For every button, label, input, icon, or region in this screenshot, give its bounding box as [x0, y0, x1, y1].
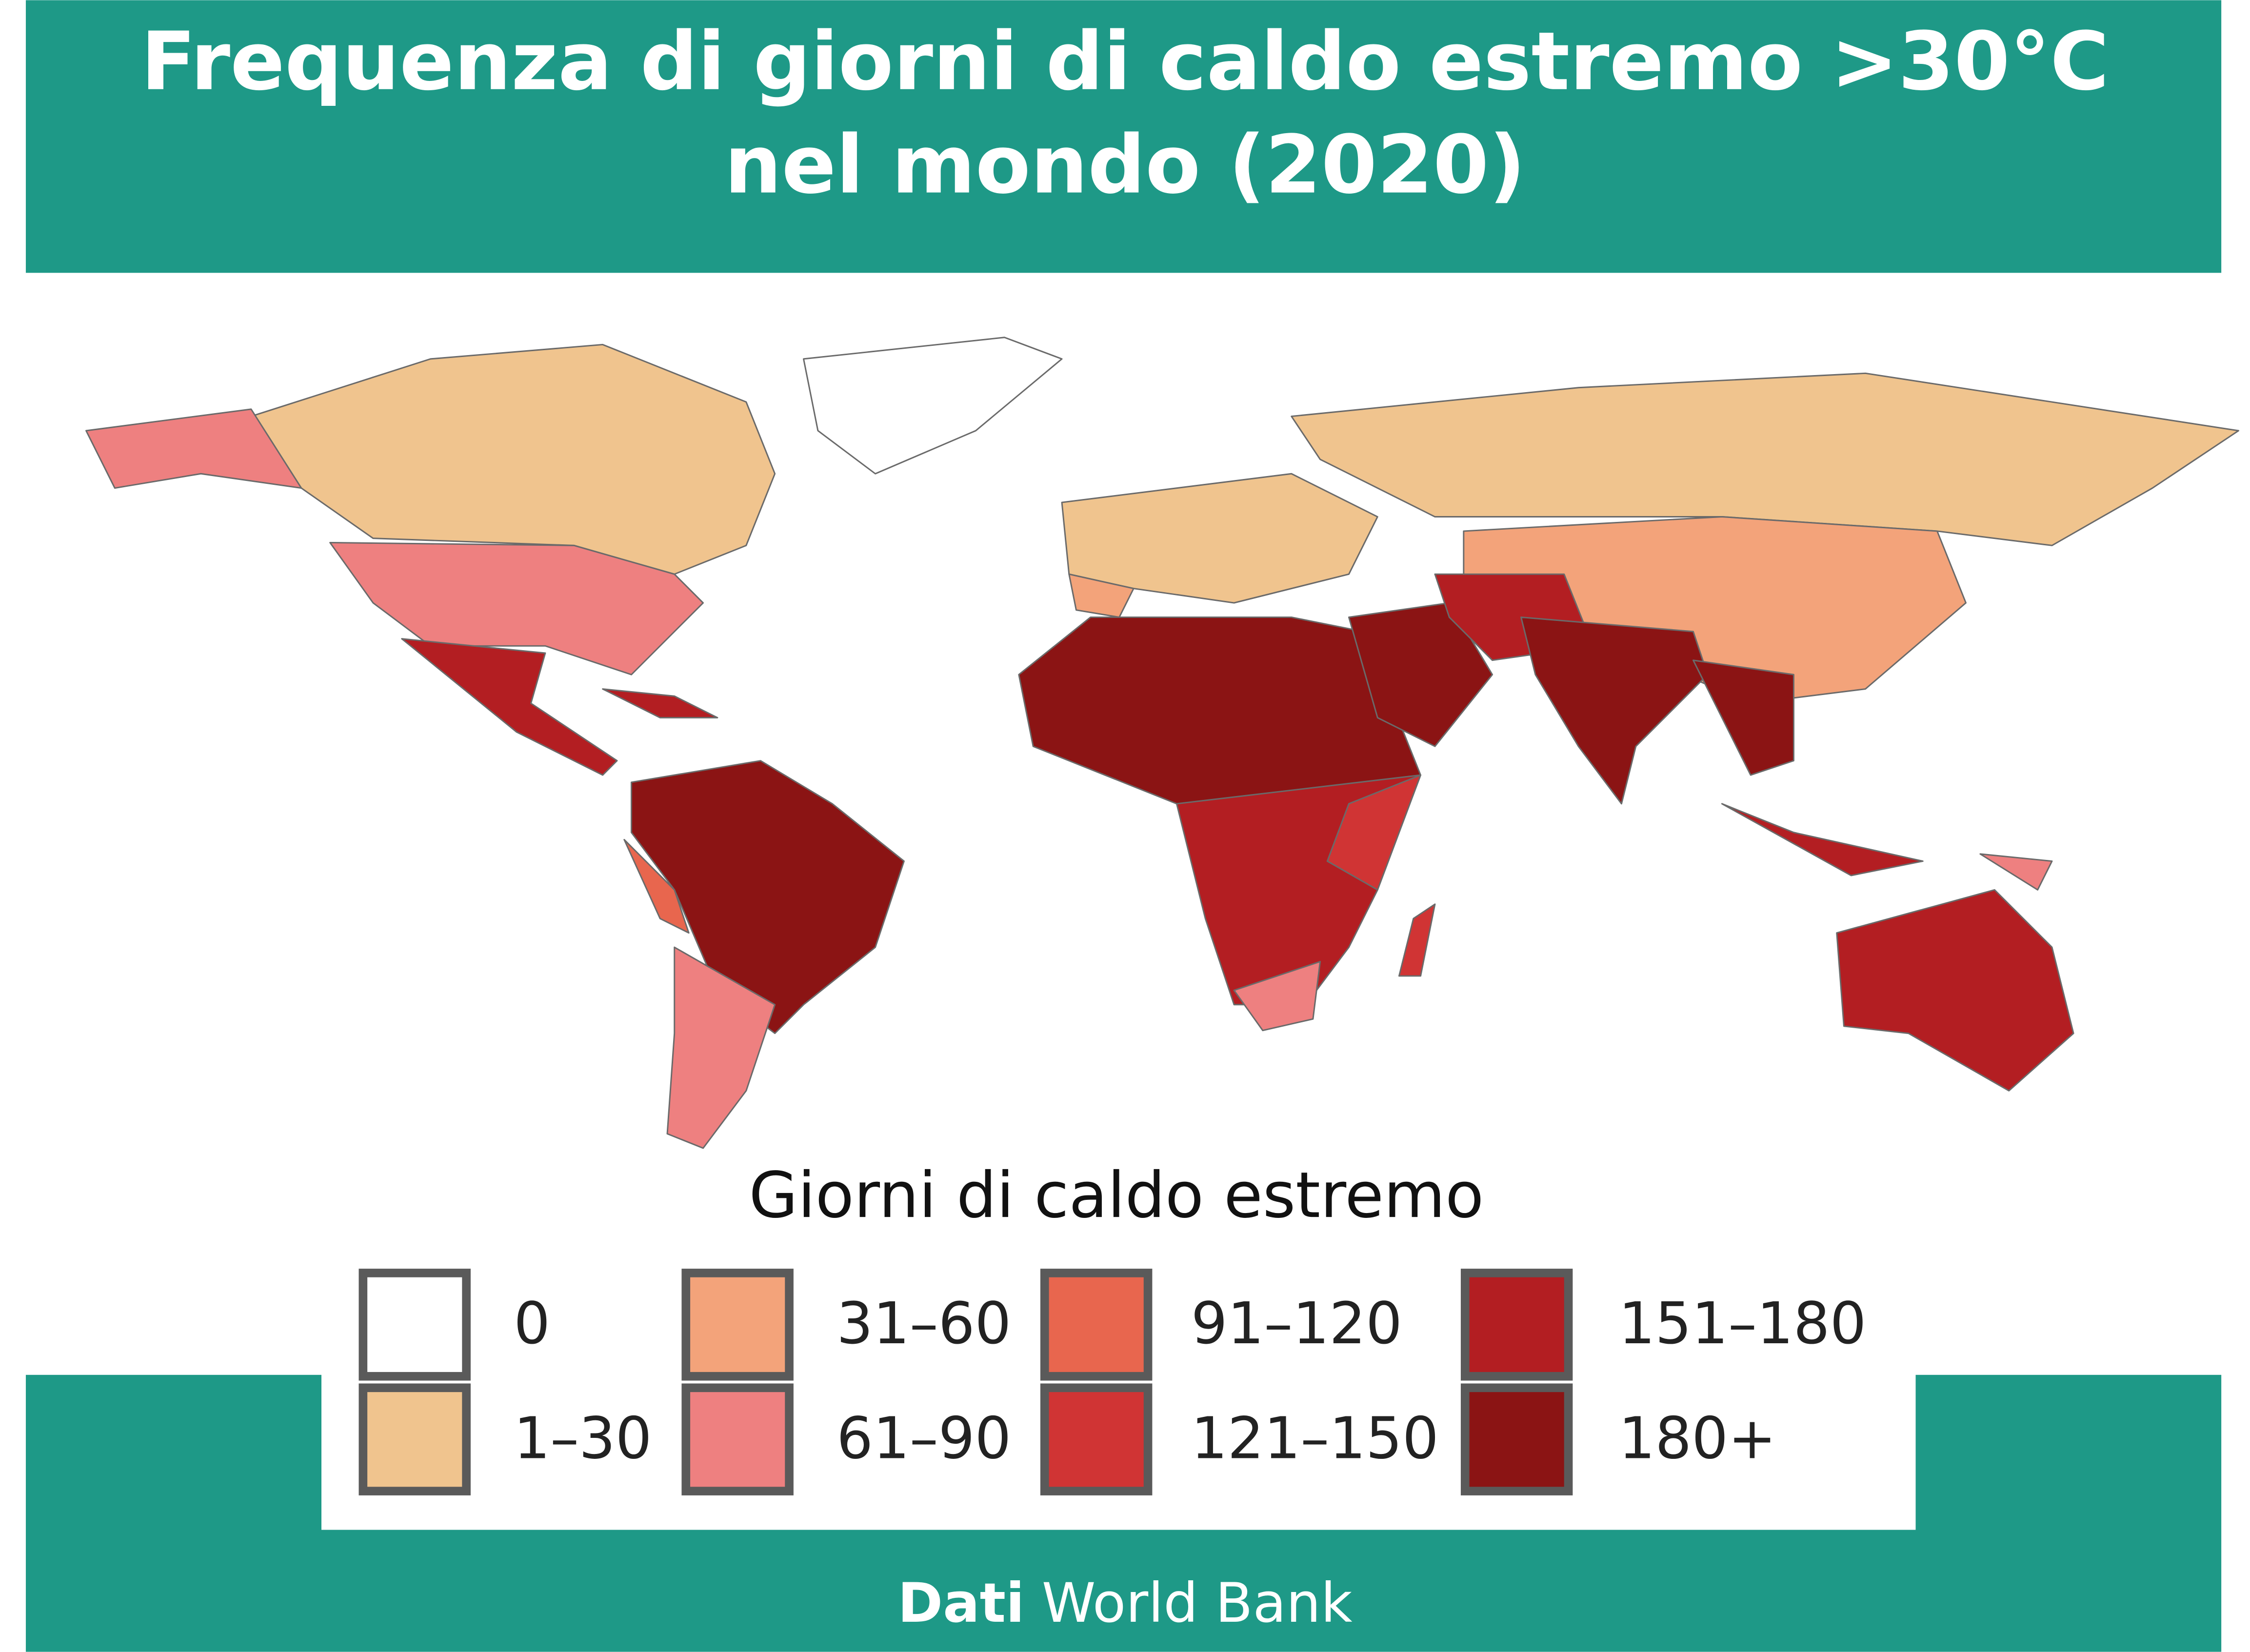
source-label: Dati	[897, 1572, 1024, 1635]
legend-swatch	[1040, 1383, 1153, 1495]
country-region	[1721, 803, 1924, 876]
legend-swatch	[681, 1269, 794, 1381]
country-region	[1291, 372, 2239, 546]
title-line: Frequenza di giorni di caldo estremo >30…	[141, 15, 2109, 108]
country-region	[666, 946, 776, 1149]
legend-swatch	[681, 1383, 794, 1495]
source-name: World Bank	[1042, 1572, 1353, 1635]
country-region	[329, 541, 704, 676]
legend-label: 91–120	[1191, 1290, 1402, 1357]
country-region	[85, 408, 302, 489]
country-region	[630, 760, 905, 1035]
country-region	[1520, 616, 1709, 805]
country-region	[602, 688, 718, 718]
country-region	[1398, 903, 1436, 977]
title-line: nel mondo (2020)	[724, 118, 1526, 212]
legend: 0 1–30 31–60 61–90 91–120 121–150 151–180 180+	[358, 1269, 1867, 1495]
legend-swatch	[1460, 1269, 1573, 1381]
legend-label: 121–150	[1191, 1405, 1439, 1472]
legend-label: 61–90	[836, 1405, 1011, 1472]
legend-label: 151–180	[1619, 1290, 1867, 1357]
legend-label: 1–30	[514, 1405, 652, 1472]
legend-label: 0	[514, 1290, 550, 1357]
country-region	[1836, 889, 2074, 1092]
country-region	[401, 638, 618, 776]
legend-label: 31–60	[836, 1290, 1011, 1357]
legend-title: Giorni di caldo estremo	[749, 1158, 1484, 1232]
header-band	[25, 0, 2222, 273]
country-region	[1326, 774, 1422, 891]
legend-swatch	[1460, 1383, 1573, 1495]
legend-label: 180+	[1619, 1405, 1776, 1472]
country-region	[1348, 602, 1493, 747]
legend-swatch	[358, 1269, 471, 1381]
country-region	[250, 343, 776, 575]
legend-swatch	[358, 1383, 471, 1495]
legend-swatch	[1040, 1269, 1153, 1381]
world-map	[85, 337, 2239, 1149]
country-region	[1692, 659, 1794, 776]
country-region	[1979, 853, 2053, 891]
country-region	[1233, 961, 1321, 1032]
source: Dati World Bank	[897, 1572, 1352, 1635]
country-region	[623, 838, 690, 934]
country-region	[803, 337, 1063, 475]
